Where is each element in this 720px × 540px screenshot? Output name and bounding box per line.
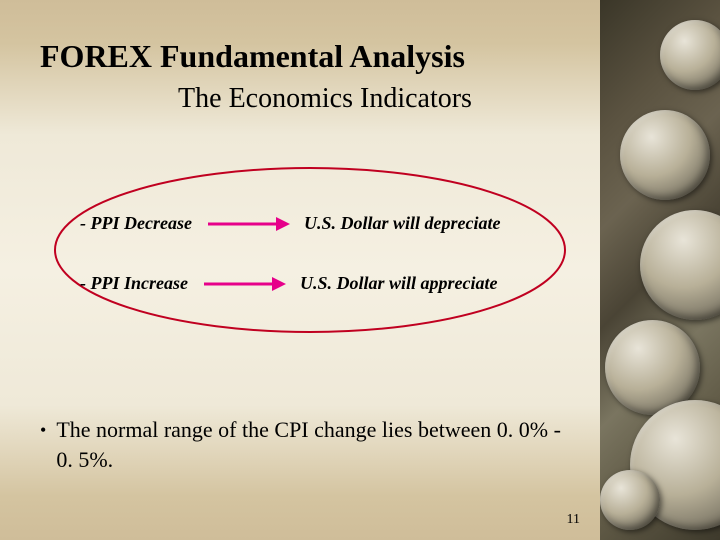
callout-ellipse xyxy=(50,165,570,335)
arrow-icon xyxy=(202,274,292,294)
row-left-text: - PPI Decrease xyxy=(80,213,192,234)
arrow-shape xyxy=(208,217,290,231)
ellipse-shape xyxy=(55,168,565,332)
bullet-item: • The normal range of the CPI change lie… xyxy=(40,415,570,474)
arrow-icon xyxy=(206,214,296,234)
main-content-area: FOREX Fundamental Analysis The Economics… xyxy=(0,0,600,540)
coin-icon xyxy=(600,470,660,530)
row-left-text: - PPI Increase xyxy=(80,273,188,294)
arrow-shape xyxy=(204,277,286,291)
bullet-text: The normal range of the CPI change lies … xyxy=(56,415,570,474)
slide: FOREX Fundamental Analysis The Economics… xyxy=(0,0,720,540)
slide-title: FOREX Fundamental Analysis xyxy=(40,38,570,75)
page-number: 11 xyxy=(567,512,580,528)
slide-subtitle: The Economics Indicators xyxy=(80,83,570,115)
decorative-side-panel xyxy=(600,0,720,540)
indicator-row-0: - PPI Decrease U.S. Dollar will deprecia… xyxy=(80,213,500,234)
coin-icon xyxy=(620,110,710,200)
row-right-text: U.S. Dollar will appreciate xyxy=(300,273,498,294)
indicator-row-1: - PPI Increase U.S. Dollar will apprecia… xyxy=(80,273,497,294)
row-right-text: U.S. Dollar will depreciate xyxy=(304,213,501,234)
indicator-diagram: - PPI Decrease U.S. Dollar will deprecia… xyxy=(40,165,570,345)
coin-icon xyxy=(630,200,720,330)
bullet-marker: • xyxy=(40,421,46,439)
coin-icon xyxy=(660,20,720,90)
